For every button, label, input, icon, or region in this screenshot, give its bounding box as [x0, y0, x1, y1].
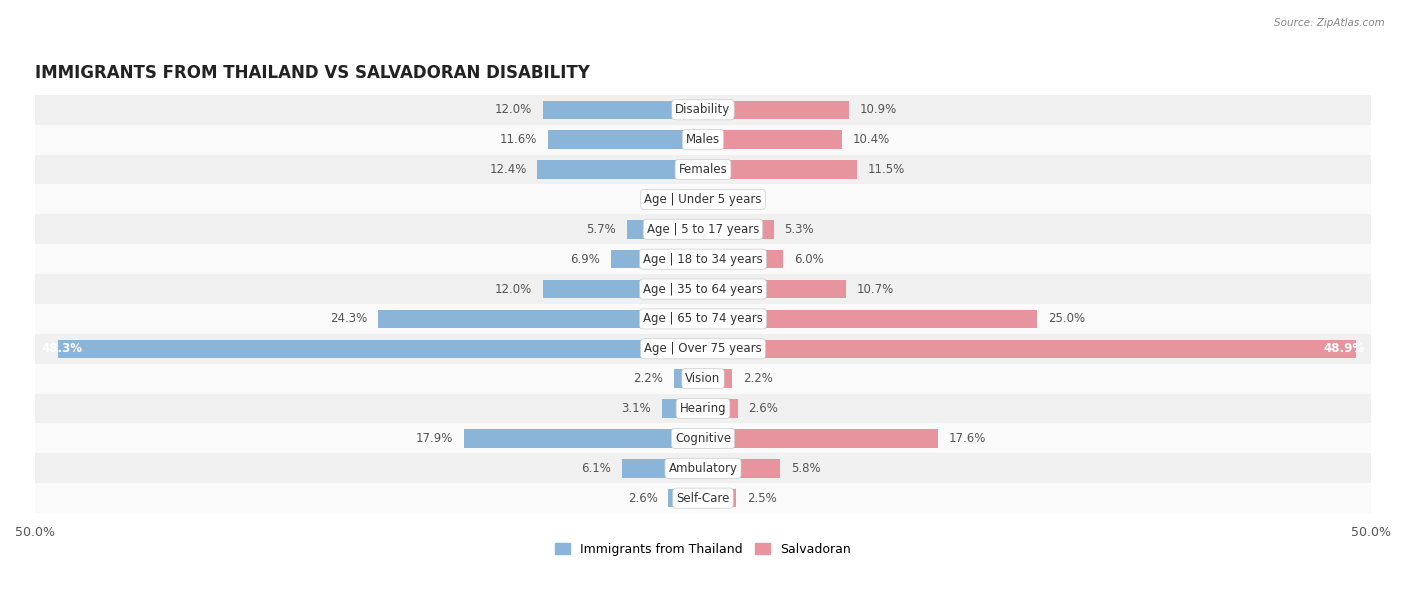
Bar [464, 429, 703, 448]
Text: Vision: Vision [685, 372, 721, 385]
Bar [703, 399, 738, 418]
Text: Cognitive: Cognitive [675, 432, 731, 445]
Bar [537, 160, 703, 179]
Bar [668, 489, 703, 507]
Bar [35, 483, 1371, 513]
Bar [35, 304, 1371, 334]
Bar [35, 424, 1371, 453]
Bar [662, 399, 703, 418]
Bar [703, 100, 849, 119]
Text: 2.2%: 2.2% [633, 372, 662, 385]
Bar [548, 130, 703, 149]
Bar [35, 155, 1371, 184]
Bar [35, 125, 1371, 155]
Text: 2.2%: 2.2% [744, 372, 773, 385]
Bar [543, 100, 703, 119]
Text: 6.1%: 6.1% [581, 462, 610, 475]
Text: 5.7%: 5.7% [586, 223, 616, 236]
Bar [688, 190, 703, 209]
Text: 11.6%: 11.6% [501, 133, 537, 146]
Bar [703, 130, 842, 149]
Bar [35, 244, 1371, 274]
Bar [35, 394, 1371, 424]
Bar [703, 340, 1357, 358]
Bar [703, 489, 737, 507]
Text: 5.8%: 5.8% [792, 462, 821, 475]
Bar [35, 364, 1371, 394]
Text: 24.3%: 24.3% [330, 312, 367, 326]
Bar [543, 280, 703, 298]
Text: Age | Over 75 years: Age | Over 75 years [644, 342, 762, 356]
Bar [703, 459, 780, 477]
Text: Males: Males [686, 133, 720, 146]
Text: Self-Care: Self-Care [676, 491, 730, 505]
Text: 2.6%: 2.6% [627, 491, 658, 505]
Bar [35, 184, 1371, 214]
Text: 11.5%: 11.5% [868, 163, 904, 176]
Text: Age | 5 to 17 years: Age | 5 to 17 years [647, 223, 759, 236]
Text: Ambulatory: Ambulatory [668, 462, 738, 475]
Text: 12.0%: 12.0% [495, 283, 531, 296]
Text: 6.9%: 6.9% [571, 253, 600, 266]
Bar [703, 429, 938, 448]
Text: 5.3%: 5.3% [785, 223, 814, 236]
Bar [673, 370, 703, 388]
Text: 48.3%: 48.3% [42, 342, 83, 356]
Bar [35, 453, 1371, 483]
Bar [35, 95, 1371, 125]
Text: Age | Under 5 years: Age | Under 5 years [644, 193, 762, 206]
Text: 10.7%: 10.7% [856, 283, 894, 296]
Text: 10.4%: 10.4% [852, 133, 890, 146]
Bar [627, 220, 703, 239]
Bar [703, 280, 846, 298]
Bar [703, 160, 856, 179]
Text: Source: ZipAtlas.com: Source: ZipAtlas.com [1274, 18, 1385, 28]
Text: 1.1%: 1.1% [728, 193, 758, 206]
Bar [35, 214, 1371, 244]
Text: 12.4%: 12.4% [489, 163, 527, 176]
Bar [610, 250, 703, 269]
Legend: Immigrants from Thailand, Salvadoran: Immigrants from Thailand, Salvadoran [550, 538, 856, 561]
Text: Females: Females [679, 163, 727, 176]
Text: 2.5%: 2.5% [747, 491, 778, 505]
Text: 25.0%: 25.0% [1047, 312, 1085, 326]
Text: Age | 18 to 34 years: Age | 18 to 34 years [643, 253, 763, 266]
Text: 17.6%: 17.6% [949, 432, 986, 445]
Bar [35, 334, 1371, 364]
Bar [703, 250, 783, 269]
Bar [621, 459, 703, 477]
Bar [703, 310, 1038, 328]
Text: Age | 35 to 64 years: Age | 35 to 64 years [643, 283, 763, 296]
Bar [35, 274, 1371, 304]
Bar [703, 190, 717, 209]
Text: 6.0%: 6.0% [794, 253, 824, 266]
Bar [703, 220, 773, 239]
Text: 17.9%: 17.9% [416, 432, 453, 445]
Bar [58, 340, 703, 358]
Text: 1.2%: 1.2% [647, 193, 676, 206]
Text: 2.6%: 2.6% [748, 402, 779, 415]
Text: 12.0%: 12.0% [495, 103, 531, 116]
Text: Hearing: Hearing [679, 402, 727, 415]
Text: Disability: Disability [675, 103, 731, 116]
Text: IMMIGRANTS FROM THAILAND VS SALVADORAN DISABILITY: IMMIGRANTS FROM THAILAND VS SALVADORAN D… [35, 64, 591, 82]
Text: 48.9%: 48.9% [1323, 342, 1364, 356]
Text: Age | 65 to 74 years: Age | 65 to 74 years [643, 312, 763, 326]
Bar [378, 310, 703, 328]
Text: 10.9%: 10.9% [859, 103, 897, 116]
Text: 3.1%: 3.1% [621, 402, 651, 415]
Bar [703, 370, 733, 388]
